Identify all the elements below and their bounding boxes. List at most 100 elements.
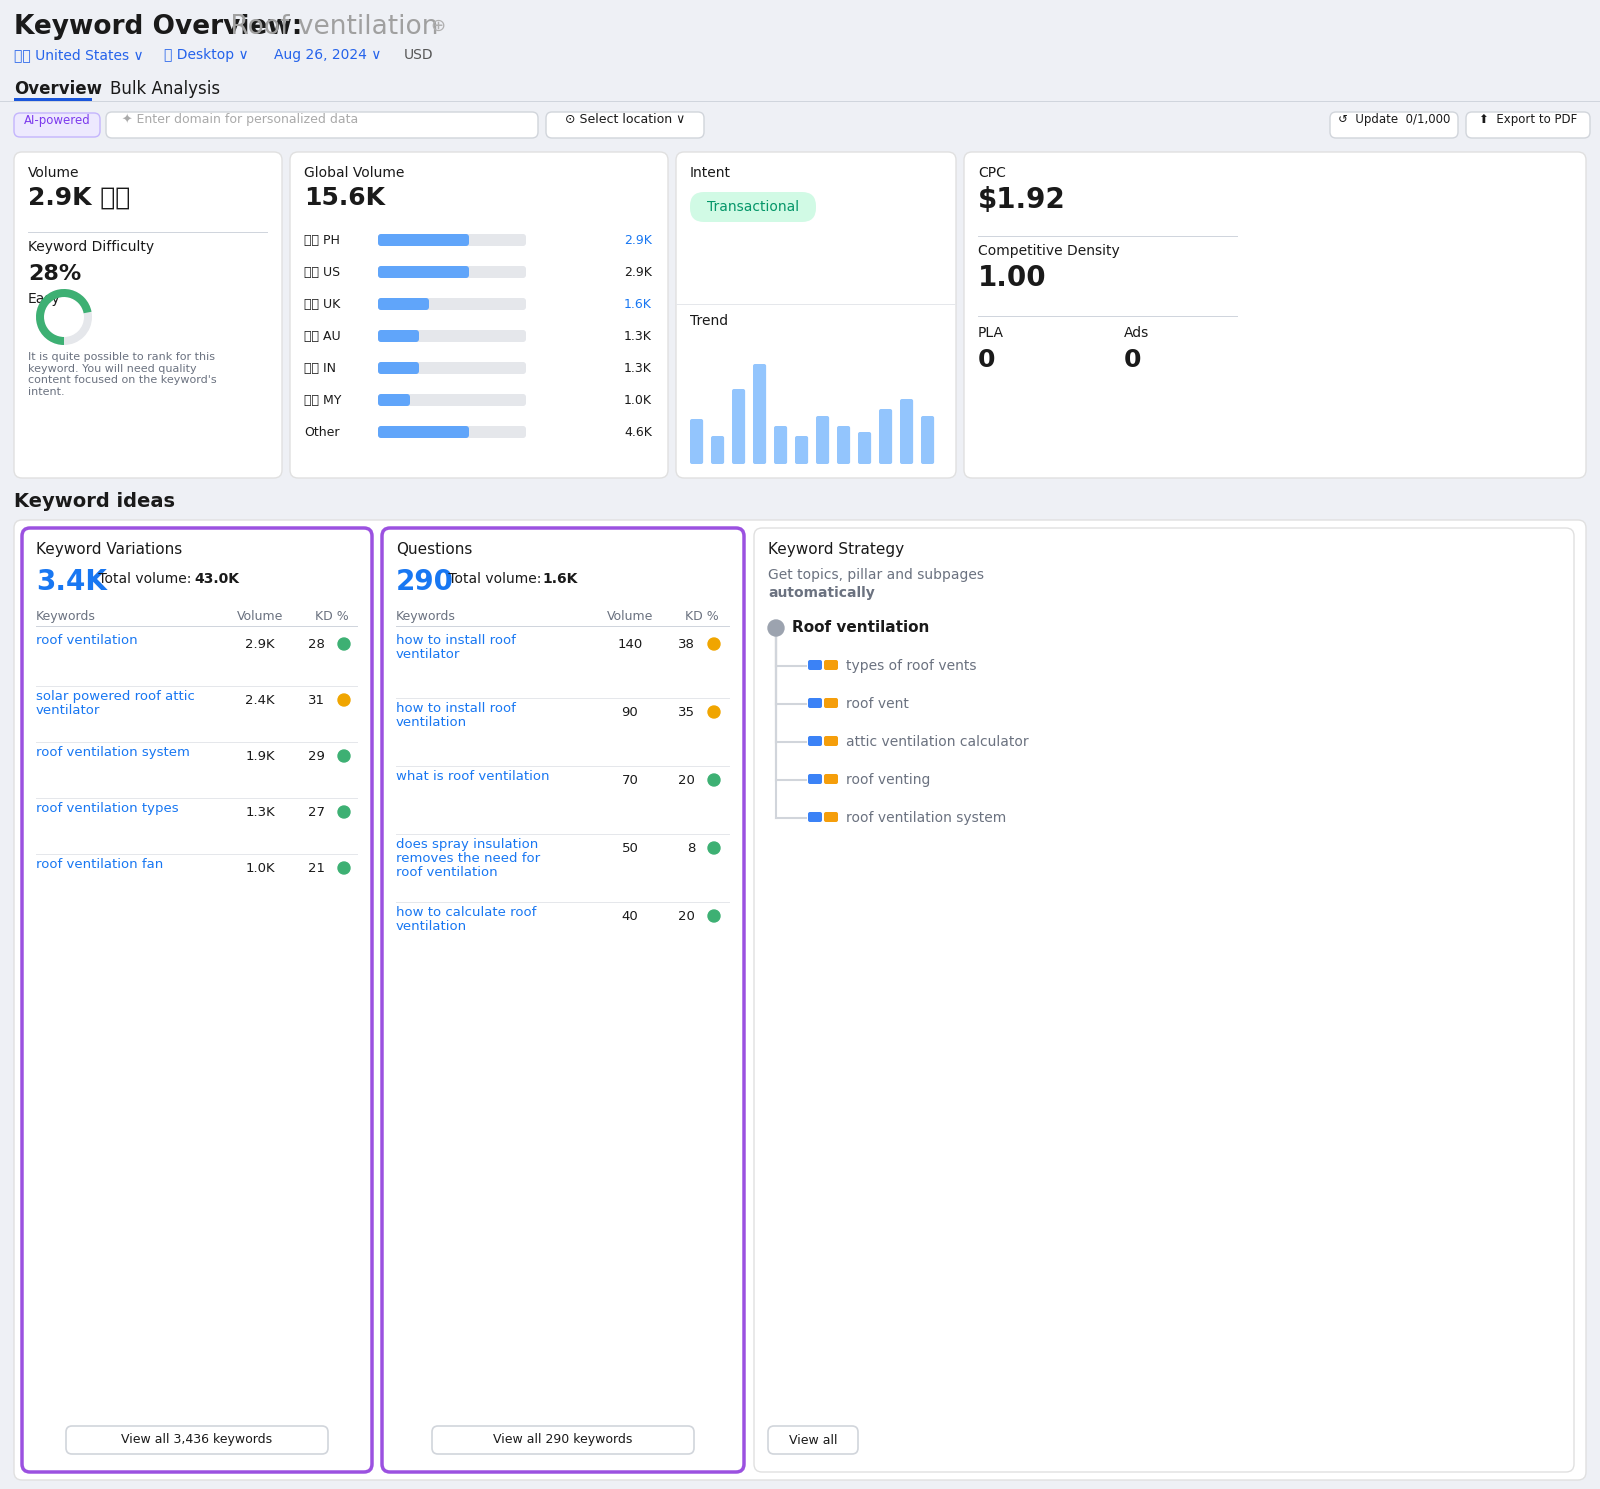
- FancyBboxPatch shape: [824, 812, 838, 822]
- Text: View all: View all: [789, 1434, 837, 1446]
- Text: Volume: Volume: [237, 610, 283, 622]
- Text: CPC: CPC: [978, 165, 1006, 180]
- FancyBboxPatch shape: [378, 362, 419, 374]
- Text: 0: 0: [978, 348, 995, 372]
- Text: Keywords: Keywords: [35, 610, 96, 622]
- FancyBboxPatch shape: [690, 418, 702, 465]
- Text: 8: 8: [686, 841, 694, 855]
- Wedge shape: [35, 289, 93, 345]
- FancyBboxPatch shape: [774, 426, 787, 465]
- FancyBboxPatch shape: [816, 415, 829, 465]
- Text: Volume: Volume: [606, 610, 653, 622]
- Text: 🇮🇳 IN: 🇮🇳 IN: [304, 362, 336, 375]
- Text: 🖥 Desktop ∨: 🖥 Desktop ∨: [165, 48, 248, 63]
- FancyBboxPatch shape: [963, 152, 1586, 478]
- Text: 1.6K: 1.6K: [624, 298, 653, 311]
- Text: 40: 40: [622, 910, 638, 923]
- Text: ✦ Enter domain for personalized data: ✦ Enter domain for personalized data: [122, 113, 358, 127]
- FancyBboxPatch shape: [1330, 112, 1458, 138]
- Text: 70: 70: [621, 774, 638, 788]
- Circle shape: [707, 706, 720, 718]
- Text: Keyword ideas: Keyword ideas: [14, 491, 174, 511]
- Text: 28%: 28%: [29, 264, 82, 284]
- FancyBboxPatch shape: [1466, 112, 1590, 138]
- Text: 29: 29: [309, 750, 325, 762]
- Text: what is roof ventilation: what is roof ventilation: [397, 770, 549, 783]
- Text: 90: 90: [622, 706, 638, 719]
- Text: ↺  Update  0/1,000: ↺ Update 0/1,000: [1338, 113, 1450, 127]
- FancyBboxPatch shape: [14, 113, 99, 137]
- FancyBboxPatch shape: [378, 267, 526, 278]
- Text: 2.9K: 2.9K: [245, 637, 275, 651]
- Text: Total volume:: Total volume:: [445, 572, 546, 587]
- FancyBboxPatch shape: [795, 436, 808, 465]
- Text: 1.3K: 1.3K: [624, 329, 653, 342]
- Text: Keyword Difficulty: Keyword Difficulty: [29, 240, 154, 255]
- Text: types of roof vents: types of roof vents: [846, 660, 976, 673]
- FancyBboxPatch shape: [824, 698, 838, 707]
- Text: Roof ventilation: Roof ventilation: [792, 621, 930, 636]
- Text: 1.0K: 1.0K: [624, 393, 653, 406]
- FancyBboxPatch shape: [378, 234, 526, 246]
- Text: Competitive Density: Competitive Density: [978, 244, 1120, 258]
- Circle shape: [707, 841, 720, 855]
- Text: 0: 0: [1123, 348, 1141, 372]
- Text: how to install roof: how to install roof: [397, 634, 515, 648]
- Text: how to install roof: how to install roof: [397, 701, 515, 715]
- Text: 27: 27: [307, 806, 325, 819]
- Text: 50: 50: [621, 841, 638, 855]
- FancyBboxPatch shape: [378, 331, 526, 342]
- FancyBboxPatch shape: [14, 520, 1586, 1480]
- Circle shape: [338, 750, 350, 762]
- FancyBboxPatch shape: [899, 399, 914, 465]
- Text: roof ventilation system: roof ventilation system: [35, 746, 190, 759]
- Text: AI-powered: AI-powered: [24, 115, 90, 127]
- Text: 1.00: 1.00: [978, 264, 1046, 292]
- Text: 🇵🇭 PH: 🇵🇭 PH: [304, 234, 339, 247]
- Text: Questions: Questions: [397, 542, 472, 557]
- FancyBboxPatch shape: [808, 812, 822, 822]
- Text: Trend: Trend: [690, 314, 728, 328]
- Text: 43.0K: 43.0K: [194, 572, 238, 587]
- Text: roof ventilation: roof ventilation: [397, 867, 498, 879]
- Circle shape: [707, 910, 720, 922]
- Text: 2.9K 🇺🇸: 2.9K 🇺🇸: [29, 186, 130, 210]
- Text: $1.92: $1.92: [978, 186, 1066, 214]
- Text: 2.9K: 2.9K: [624, 234, 653, 247]
- FancyBboxPatch shape: [546, 112, 704, 138]
- Text: 🇲🇾 MY: 🇲🇾 MY: [304, 393, 341, 406]
- FancyBboxPatch shape: [808, 698, 822, 707]
- Text: Get topics, pillar and subpages: Get topics, pillar and subpages: [768, 567, 989, 582]
- FancyBboxPatch shape: [378, 331, 419, 342]
- FancyBboxPatch shape: [290, 152, 669, 478]
- FancyBboxPatch shape: [378, 395, 410, 406]
- FancyBboxPatch shape: [754, 363, 766, 465]
- FancyBboxPatch shape: [690, 192, 816, 222]
- FancyBboxPatch shape: [432, 1426, 694, 1453]
- Text: solar powered roof attic: solar powered roof attic: [35, 689, 195, 703]
- Text: Keyword Overview:: Keyword Overview:: [14, 13, 302, 40]
- Text: 140: 140: [618, 637, 643, 651]
- FancyBboxPatch shape: [824, 736, 838, 746]
- Circle shape: [707, 637, 720, 651]
- FancyBboxPatch shape: [106, 112, 538, 138]
- FancyBboxPatch shape: [22, 529, 371, 1473]
- Text: 1.0K: 1.0K: [245, 862, 275, 876]
- Text: It is quite possible to rank for this
keyword. You will need quality
content foc: It is quite possible to rank for this ke…: [29, 351, 216, 396]
- Text: 1.9K: 1.9K: [245, 750, 275, 762]
- Text: Other: Other: [304, 426, 339, 438]
- FancyBboxPatch shape: [378, 234, 469, 246]
- FancyBboxPatch shape: [378, 298, 429, 310]
- Text: View all 290 keywords: View all 290 keywords: [493, 1434, 632, 1446]
- Circle shape: [338, 806, 350, 817]
- Text: ⬆  Export to PDF: ⬆ Export to PDF: [1478, 113, 1578, 127]
- FancyBboxPatch shape: [378, 298, 526, 310]
- Text: 4.6K: 4.6K: [624, 426, 653, 438]
- Text: Easy: Easy: [29, 292, 61, 307]
- Text: 3.4K: 3.4K: [35, 567, 107, 596]
- Text: Ads: Ads: [1123, 326, 1149, 339]
- Circle shape: [707, 774, 720, 786]
- FancyBboxPatch shape: [382, 529, 744, 1473]
- Text: 2.9K: 2.9K: [624, 265, 653, 278]
- Text: removes the need for: removes the need for: [397, 852, 541, 865]
